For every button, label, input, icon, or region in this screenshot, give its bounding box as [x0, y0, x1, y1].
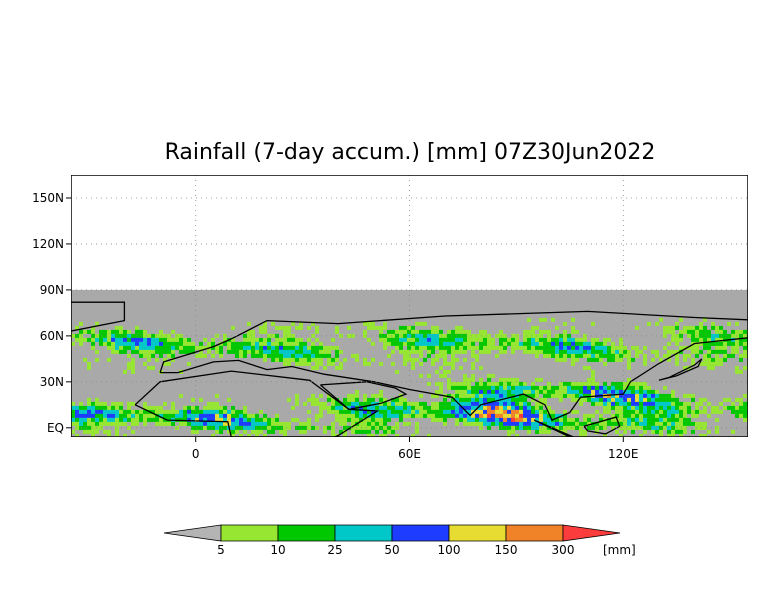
- colorbar-label: 300: [552, 543, 575, 557]
- map-title: Rainfall (7-day accum.) [mm] 07Z30Jun202…: [164, 140, 656, 165]
- colorbar-swatch: [277, 524, 336, 542]
- lat-tick-label: 150N: [32, 191, 64, 205]
- map-plot-area: [71, 175, 748, 437]
- colorbar: 5 10 25 50 100 150 300 [mm]: [163, 524, 636, 557]
- lat-tick-label: 120N: [32, 237, 64, 251]
- lon-tick-label: 60E: [398, 447, 421, 461]
- lon-tick-label: 120E: [608, 447, 639, 461]
- coastline: [583, 416, 621, 435]
- colorbar-swatch: [334, 524, 393, 542]
- colorbar-label: 25: [327, 543, 342, 557]
- lon-tick-label: 0: [192, 447, 200, 461]
- colorbar-label: 100: [438, 543, 461, 557]
- colorbar-label: 50: [384, 543, 399, 557]
- colorbar-unit: [mm]: [603, 543, 636, 557]
- colorbar-label: 150: [495, 543, 518, 557]
- lat-tick-label: EQ: [47, 421, 64, 435]
- rainfall-data-layer: [71, 289, 748, 437]
- colorbar-swatch: [391, 524, 450, 542]
- coastline: [533, 419, 574, 437]
- coastline: [658, 358, 703, 381]
- lat-tick-label: 30N: [40, 375, 64, 389]
- lat-tick-label: 90N: [40, 283, 64, 297]
- colorbar-swatch: [163, 524, 222, 542]
- latitude-axis: 150N 120N 90N 60N 30N EQ: [32, 191, 71, 435]
- colorbar-label: 10: [270, 543, 285, 557]
- colorbar-swatch: [220, 524, 279, 542]
- coastline: [159, 310, 748, 421]
- longitude-axis: 060E120E180120W60W060E120E: [192, 437, 639, 461]
- coastline: [134, 370, 380, 437]
- colorbar-swatch: [448, 524, 507, 542]
- coastlines: [71, 301, 748, 437]
- lat-tick-label: 60N: [40, 329, 64, 343]
- colorbar-swatch: [562, 524, 621, 542]
- colorbar-swatch: [505, 524, 564, 542]
- lat-lon-gridlines: [71, 175, 748, 437]
- colorbar-label: 5: [217, 543, 225, 557]
